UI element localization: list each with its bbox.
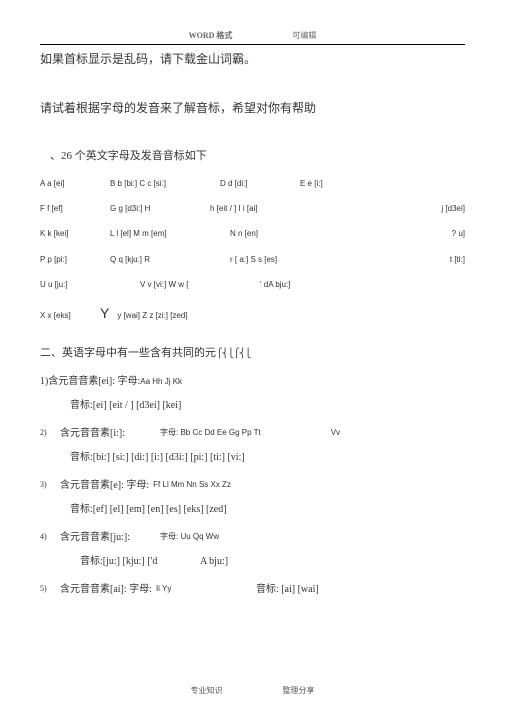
item-2: 2) 含元音音素[i:]: 字母: Bb Cc Dd Ee Gg Pp Tt V… [40, 427, 465, 441]
item-1: 1)含元音音素[ei]: 字母:Aa Hh Jj Kk [40, 375, 465, 389]
paragraph-2: 请试着根据字母的发音来了解音标，希望对你有帮助 [40, 100, 465, 117]
section-2-title: 二、英语字母中有一些含有共同的元⎧⎨⎩⎧⎨⎩ [40, 346, 465, 361]
paragraph-1: 如果首标显示是乱码，请下载金山词霸。 [40, 51, 465, 68]
item-2-detail: 音标:[bi:] [si:] [di:] [i:] [d3i:] [pi:] [… [40, 451, 465, 465]
section-1-title: 、26 个英文字母及发音音标如下 [40, 149, 465, 164]
alpha-row-2: F f [ef] G g [d3i:] H h [eit / ] I i [ai… [40, 203, 465, 214]
footer-left: 专业知识 [191, 685, 223, 696]
brace-icon: ⎧⎨⎩⎧⎨⎩ [216, 348, 251, 358]
alpha-row-6: X x [eks] Y y [wai] Z z [zi:] [zed] [40, 304, 465, 324]
alpha-row-3: K k [kei] L l [el] M m [em] N n [en] ? u… [40, 228, 465, 239]
header-left: WORD 格式 [189, 30, 233, 41]
letter-y-large: Y [100, 304, 109, 324]
alpha-row-5: U u [ju:] V v [vi:] W w [ ' dA bju:] [40, 279, 465, 290]
header-right: 可编辑 [292, 30, 316, 41]
item-4: 4) 含元音音素[ju:]: 字母: Uu Qq Ww [40, 531, 465, 545]
item-5: 5) 含元音音素[ai]: 字母: Ii Yy 音标: [ai] [wai] [40, 583, 465, 597]
alpha-row-1: A a [ei] B b [bi:] C c [si:] D d [di:] E… [40, 178, 465, 189]
item-4-detail: 音标:[ju:] [kju:] ['d A bju:] [40, 555, 465, 569]
header-rule [40, 44, 465, 45]
footer: 专业知识 整理分享 [0, 685, 505, 696]
item-3-detail: 音标:[ef] [el] [em] [en] [es] [eks] [zed] [40, 503, 465, 517]
item-3: 3) 含元音音素[e]: 字母: Ff Ll Mm Nn Ss Xx Zz [40, 479, 465, 493]
footer-right: 整理分享 [283, 685, 315, 696]
alpha-row-4: P p [pi:] Q q [kju:] R r [ a:] S s [es] … [40, 254, 465, 265]
item-1-detail: 音标:[ei] [eit / ] [d3ei] [kei] [40, 399, 465, 413]
